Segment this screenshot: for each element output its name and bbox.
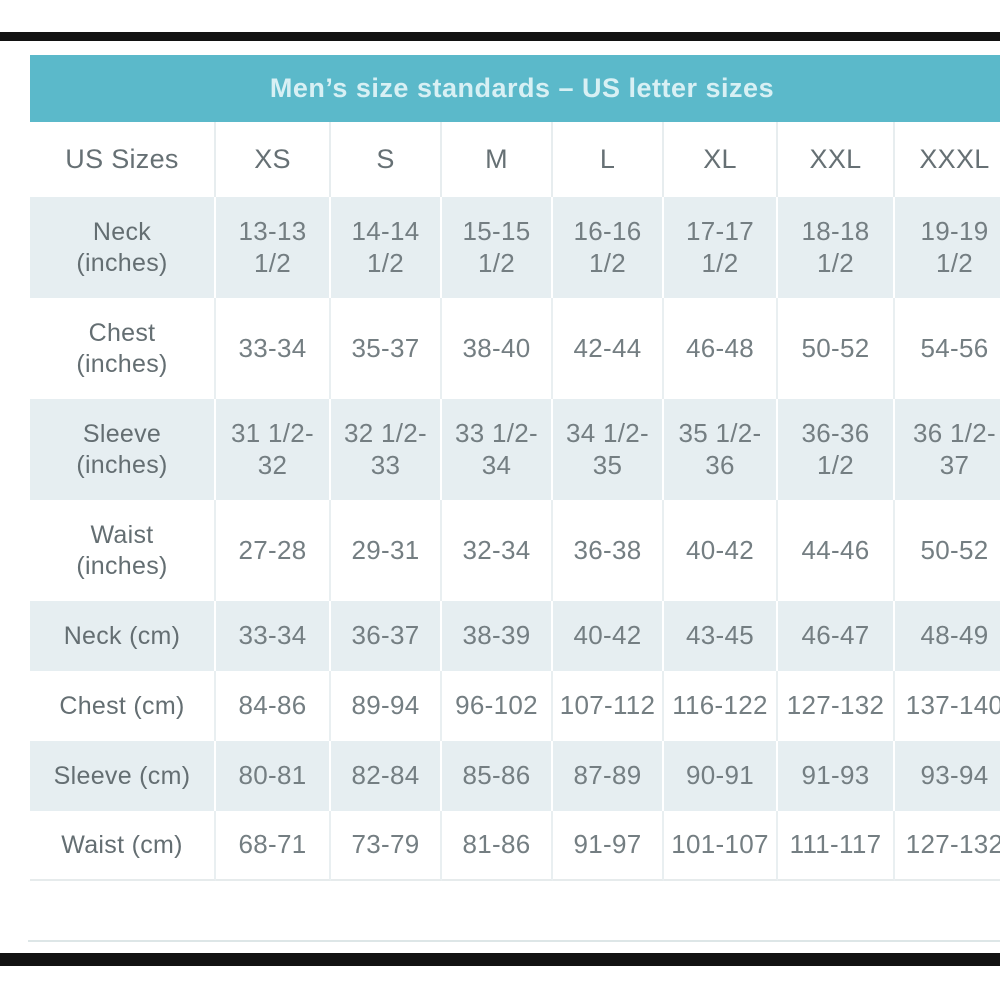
size-cell: 127-132 [778,671,895,741]
size-cell: 137-140 [895,671,1000,741]
table-row: Sleeve (cm) 80-81 82-84 85-86 87-89 90-91 91-9… [30,741,1000,811]
size-cell: 91-93 [778,741,895,811]
size-cell: 40-42 [664,500,778,601]
size-cell: 40-42 [553,601,664,671]
column-header-xl: XL [664,122,778,197]
size-cell: 34 1/2- 35 [553,399,664,500]
table-row: Neck (inches) 13-13 1/2 14-14 1/2 15-15 1/2… [30,197,1000,298]
size-cell: 42-44 [553,298,664,399]
size-cell: 127-132 [895,811,1000,881]
size-cell: 107-112 [553,671,664,741]
column-header-xs: XS [216,122,331,197]
row-label: Neck (inches) [30,197,216,298]
size-cell: 33-34 [216,298,331,399]
size-chart-inner: Men’s size standards – US letter sizes U… [30,55,1000,881]
size-cell: 15-15 1/2 [442,197,553,298]
size-cell: 93-94 [895,741,1000,811]
size-cell: 101-107 [664,811,778,881]
size-cell: 82-84 [331,741,442,811]
size-cell: 29-31 [331,500,442,601]
size-cell: 13-13 1/2 [216,197,331,298]
table-row: Chest (cm) 84-86 89-94 96-102 107-112 116-122… [30,671,1000,741]
chart-title: Men’s size standards – US letter sizes [30,55,1000,122]
table-row: Neck (cm) 33-34 36-37 38-39 40-42 43-45 46-47 4… [30,601,1000,671]
column-header-xxxl: XXXL [895,122,1000,197]
size-cell: 38-39 [442,601,553,671]
size-cell: 44-46 [778,500,895,601]
size-cell: 31 1/2- 32 [216,399,331,500]
size-cell: 43-45 [664,601,778,671]
size-cell: 27-28 [216,500,331,601]
table-row: Waist (cm) 68-71 73-79 81-86 91-97 101-107 111… [30,811,1000,881]
size-cell: 36-36 1/2 [778,399,895,500]
size-cell: 50-52 [895,500,1000,601]
row-label: Sleeve (cm) [30,741,216,811]
size-chart: Men’s size standards – US letter sizes U… [30,55,1000,887]
size-cell: 116-122 [664,671,778,741]
row-label: Chest (cm) [30,671,216,741]
size-cell: 36 1/2- 37 [895,399,1000,500]
size-cell: 91-97 [553,811,664,881]
row-label: Neck (cm) [30,601,216,671]
size-cell: 32-34 [442,500,553,601]
size-cell: 84-86 [216,671,331,741]
row-label: Waist (cm) [30,811,216,881]
column-header-us-sizes: US Sizes [30,122,216,197]
table-row: Waist (inches) 27-28 29-31 32-34 36-38 40-42 4… [30,500,1000,601]
size-cell: 14-14 1/2 [331,197,442,298]
size-cell: 50-52 [778,298,895,399]
size-cell: 81-86 [442,811,553,881]
bottom-divider-line [28,940,1000,942]
size-cell: 36-38 [553,500,664,601]
size-cell: 68-71 [216,811,331,881]
column-header-s: S [331,122,442,197]
size-cell: 36-37 [331,601,442,671]
row-label: Sleeve (inches) [30,399,216,500]
table-row: Chest (inches) 33-34 35-37 38-40 42-44 46-48 5… [30,298,1000,399]
size-cell: 96-102 [442,671,553,741]
size-cell: 46-48 [664,298,778,399]
size-cell: 18-18 1/2 [778,197,895,298]
column-header-m: M [442,122,553,197]
row-label: Waist (inches) [30,500,216,601]
row-label: Chest (inches) [30,298,216,399]
size-cell: 87-89 [553,741,664,811]
size-cell: 32 1/2- 33 [331,399,442,500]
size-cell: 35 1/2- 36 [664,399,778,500]
column-header-xxl: XXL [778,122,895,197]
bottom-divider-bar [0,953,1000,966]
size-cell: 46-47 [778,601,895,671]
table-row: Sleeve (inches) 31 1/2- 32 32 1/2- 33 33 1/… [30,399,1000,500]
top-divider-bar [0,32,1000,41]
size-cell: 85-86 [442,741,553,811]
size-cell: 48-49 [895,601,1000,671]
size-cell: 33 1/2- 34 [442,399,553,500]
size-cell: 90-91 [664,741,778,811]
column-header-row: US Sizes XS S M L XL XXL XXXL [30,122,1000,197]
size-cell: 38-40 [442,298,553,399]
size-cell: 111-117 [778,811,895,881]
size-cell: 80-81 [216,741,331,811]
column-header-l: L [553,122,664,197]
size-cell: 33-34 [216,601,331,671]
size-cell: 35-37 [331,298,442,399]
size-cell: 19-19 1/2 [895,197,1000,298]
size-table: US Sizes XS S M L XL XXL XXXL Neck (inches) 13-1… [30,122,1000,881]
size-cell: 54-56 [895,298,1000,399]
size-cell: 89-94 [331,671,442,741]
size-cell: 73-79 [331,811,442,881]
size-cell: 16-16 1/2 [553,197,664,298]
size-cell: 17-17 1/2 [664,197,778,298]
